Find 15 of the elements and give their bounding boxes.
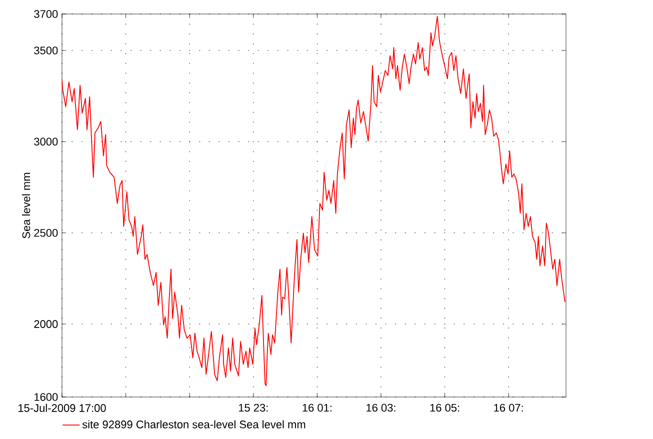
y-tick-label: 3500 — [34, 46, 58, 54]
y-tick-label: 3000 — [34, 138, 58, 146]
x-tick-label: 16 03: — [366, 404, 396, 412]
y-axis-title: Sea level mm — [22, 172, 30, 238]
x-tick-label: 15 23: — [238, 404, 268, 412]
line-series — [62, 16, 566, 386]
x-tick-label: 16 05: — [430, 404, 460, 412]
legend-label: site 92899 Charleston sea-level Sea level mm — [82, 420, 306, 428]
x-tick-label: 16 07: — [494, 404, 523, 412]
y-tick-label: 3700 — [34, 10, 58, 18]
y-tick-label: 2000 — [34, 320, 58, 328]
x-tick-label: 15-Jul-2009 17:00 — [18, 404, 106, 412]
y-tick-label: 2500 — [34, 228, 58, 237]
x-tick-label: 16 01: — [302, 404, 332, 412]
y-tick-label: 1600 — [34, 393, 58, 401]
